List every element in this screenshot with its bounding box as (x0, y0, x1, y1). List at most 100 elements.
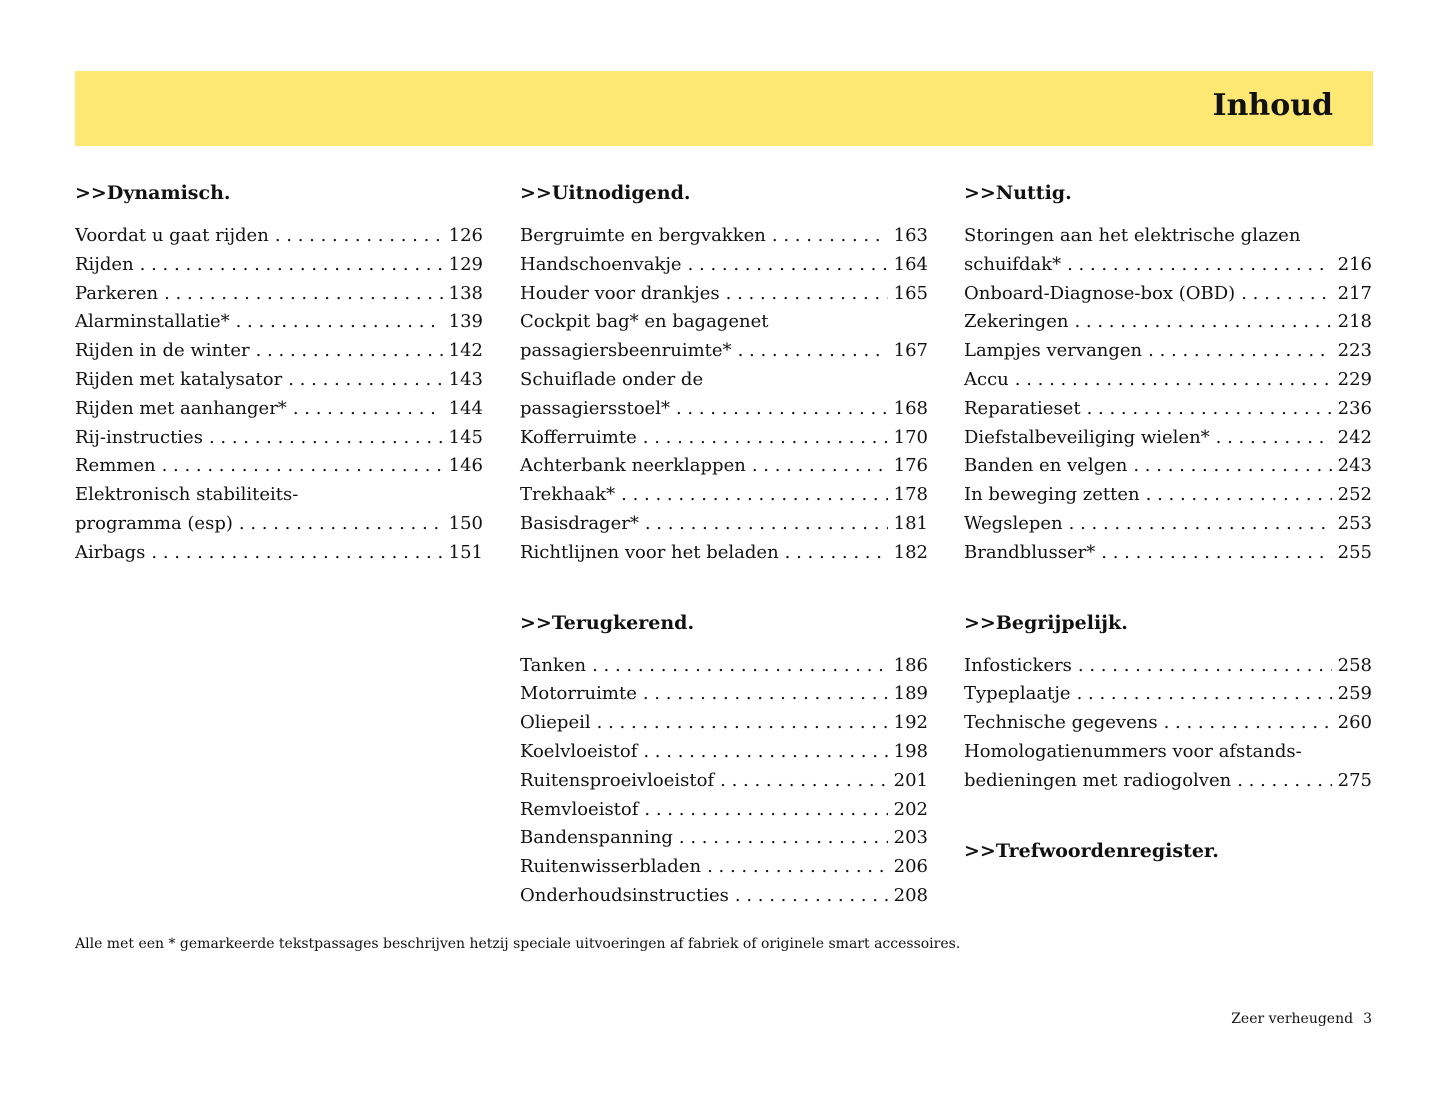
toc-entry: Accu 229 (964, 366, 1372, 395)
entry-row: Houder voor drankjes 165 (520, 280, 928, 309)
toc-entry: Richtlijnen voor het beladen 182 (520, 539, 928, 568)
entry-text: Achterbank neerklappen (520, 455, 746, 477)
toc-entry: Houder voor drankjes 165 (520, 280, 928, 309)
toc-entry: Remmen 146 (75, 452, 483, 481)
entry-text: Handschoenvakje (520, 253, 682, 275)
toc-entry: Banden en velgen 243 (964, 452, 1372, 481)
toc-entry: Parkeren 138 (75, 280, 483, 309)
toc-entry: Lampjes vervangen 223 (964, 337, 1372, 366)
entry-row: Parkeren 138 (75, 280, 483, 309)
toc-entry: Alarminstallatie* 139 (75, 308, 483, 337)
dot-leader (720, 767, 888, 796)
entry-text: Ruitensproeivloeistof (520, 769, 715, 791)
entry-row: Rijden 129 (75, 251, 483, 280)
entry-text: Cockpit bag* en bagagenet (520, 311, 769, 333)
entry-row: Lampjes vervangen 223 (964, 337, 1372, 366)
entry-row: In beweging zetten 252 (964, 481, 1372, 510)
section: >>Nuttig. Storingen aan het elektrische g… (964, 178, 1372, 568)
dot-leader (752, 452, 888, 481)
toc-entry: Tanken 186 (520, 652, 928, 681)
toc-entry: Onboard-Diagnose-box (OBD) 217 (964, 280, 1372, 309)
entry-row: Richtlijnen voor het beladen 182 (520, 539, 928, 568)
footnote: Alle met een * gemarkeerde tekstpassages… (75, 936, 961, 952)
entry-text: passagiersbeenruimte* (520, 340, 732, 362)
page-number: 186 (893, 654, 928, 676)
page-number: 176 (893, 455, 928, 477)
section-heading: >>Nuttig. (964, 182, 1072, 204)
page-number: 144 (448, 397, 483, 419)
column: >>Dynamisch. Voordat u gaat rijden 126 Rijd… (75, 178, 483, 608)
dot-leader (1133, 452, 1331, 481)
entry-row: Airbags 151 (75, 539, 483, 568)
entry-text: Basisdrager* (520, 512, 639, 534)
entry-text: Motorruimte (520, 683, 637, 705)
page-number: 150 (448, 512, 483, 534)
dot-leader (162, 452, 443, 481)
entry-row: Diefstalbeveiliging wielen* 242 (964, 424, 1372, 453)
entry-row: Technische gegevens 260 (964, 709, 1372, 738)
page-number: 165 (893, 282, 928, 304)
toc-entry: Zekeringen 218 (964, 308, 1372, 337)
dot-leader (256, 337, 443, 366)
entry-text: Tanken (520, 654, 587, 676)
page-number: 181 (893, 512, 928, 534)
entry-text: Voordat u gaat rijden (75, 225, 269, 246)
dot-leader (1015, 366, 1332, 395)
page-number: 208 (893, 884, 928, 906)
entry-text: Schuiflade onder de (520, 368, 704, 390)
toc-entry: Trekhaak* 178 (520, 481, 928, 510)
entry-row: Zekeringen 218 (964, 308, 1372, 337)
toc-entry: Elektronisch stabiliteits-programma (esp… (75, 481, 483, 539)
page-number: 198 (893, 740, 928, 762)
dot-leader (151, 539, 442, 568)
toc-entry: Rij-instructies 145 (75, 424, 483, 453)
toc-entry: Koelvloeistof 198 (520, 738, 928, 767)
section-heading: >>Uitnodigend. (520, 182, 691, 204)
toc-entry: Wegslepen 253 (964, 510, 1372, 539)
entry-row: Tanken 186 (520, 652, 928, 681)
toc-entry: Brandblusser* 255 (964, 539, 1372, 568)
entry-row: passagiersstoel* 168 (520, 395, 928, 424)
entry-row: Wegslepen 253 (964, 510, 1372, 539)
toc-entry: Rijden in de winter 142 (75, 337, 483, 366)
entry-text: Alarminstallatie* (75, 311, 230, 333)
entry-row: Typeplaatje 259 (964, 680, 1372, 709)
toc-entry: Homologatienummers voor afstands-bedieni… (964, 738, 1372, 796)
entry-row: Koelvloeistof 198 (520, 738, 928, 767)
page-number: 243 (1337, 455, 1372, 477)
page-number: 229 (1337, 368, 1372, 390)
page-number: 216 (1337, 253, 1372, 275)
toc-entry: Voordat u gaat rijden 126 (75, 222, 483, 251)
page-number: 236 (1337, 397, 1372, 419)
page-number: 139 (448, 311, 483, 333)
entry-text: Banden en velgen (964, 455, 1128, 477)
dot-leader (1078, 652, 1332, 681)
entry-text: Kofferruimte (520, 426, 637, 448)
toc-entry: Achterbank neerklappen 176 (520, 452, 928, 481)
dot-leader (275, 222, 443, 251)
entry-row: Voordat u gaat rijden 126 (75, 222, 483, 251)
dot-leader (1146, 481, 1332, 510)
page-number: 218 (1337, 311, 1372, 333)
entry-text: Bandenspanning (520, 827, 673, 849)
entry-text: Rijden in de winter (75, 340, 250, 362)
dot-leader (209, 424, 443, 453)
page-number: 260 (1337, 712, 1372, 734)
toc-entry: Kofferruimte 170 (520, 424, 928, 453)
toc-entry: Diefstalbeveiliging wielen* 242 (964, 424, 1372, 453)
dot-leader (707, 853, 888, 882)
entry-text: Ruitenwisserbladen (520, 856, 702, 878)
dot-leader (1077, 680, 1332, 709)
column: >>Nuttig. Storingen aan het elektrische g… (964, 178, 1372, 906)
page-number: 203 (893, 827, 928, 849)
dot-leader (643, 424, 888, 453)
entry-text: Airbags (75, 541, 146, 563)
toc-entry: Typeplaatje 259 (964, 680, 1372, 709)
entry-row: Remvloeistof 202 (520, 796, 928, 825)
dot-leader (288, 366, 442, 395)
header-bar: Inhoud (75, 71, 1373, 146)
dot-leader (676, 395, 888, 424)
entry-row: bedieningen met radiogolven 275 (964, 767, 1372, 796)
dot-leader (597, 709, 888, 738)
entry-row: Ruitensproeivloeistof 201 (520, 767, 928, 796)
